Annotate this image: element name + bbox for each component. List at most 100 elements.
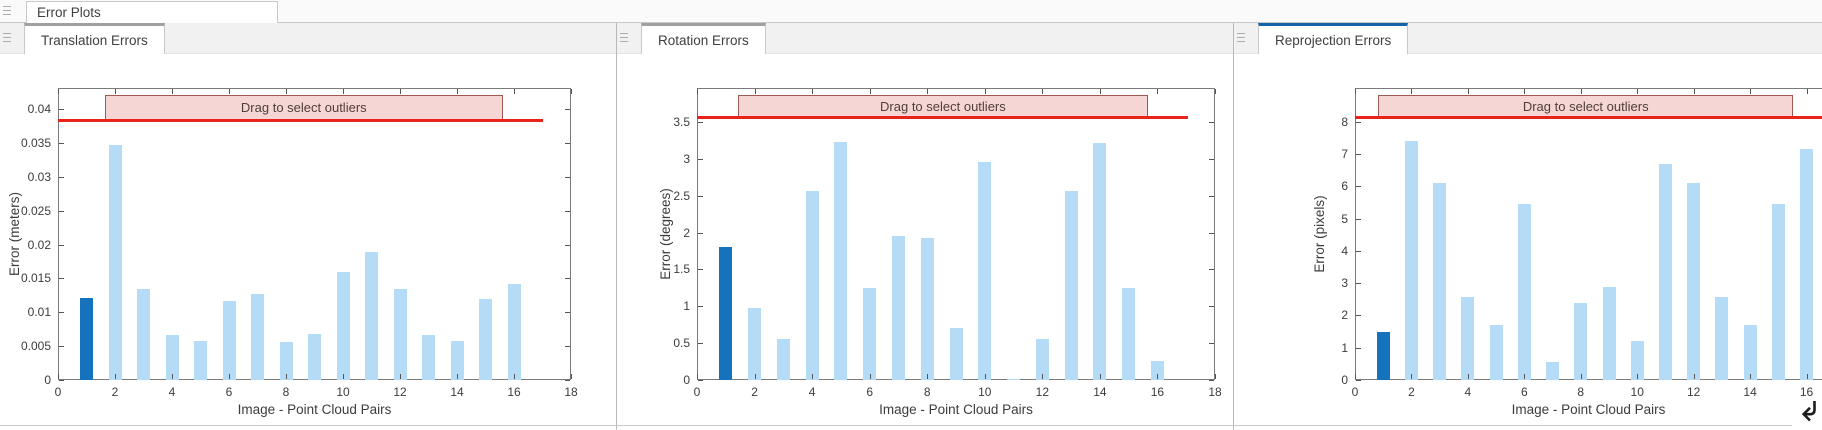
bar[interactable] [978,162,992,380]
x-tick-label: 6 [866,385,873,399]
x-tick-label: 4 [1464,385,1472,399]
tab-reprojection-errors[interactable]: Reprojection Errors [1258,23,1409,54]
bar[interactable] [1743,325,1757,380]
y-tick-label: 7 [1341,147,1348,162]
x-tick-label: 8 [923,385,931,399]
x-tick [1215,374,1216,379]
bar[interactable] [1122,287,1136,380]
tab-translation-errors[interactable]: Translation Errors [24,23,165,54]
bar[interactable] [108,144,122,380]
panel-divider[interactable] [1233,23,1234,430]
bar[interactable] [1064,191,1078,380]
y-tick [59,210,64,212]
bar[interactable] [748,307,762,380]
bar[interactable] [137,288,150,380]
x-tick [1042,89,1044,94]
x-tick [1355,89,1356,94]
bar[interactable] [1574,302,1588,380]
bar[interactable] [805,191,819,380]
y-tick [1209,269,1214,271]
y-tick [565,380,570,381]
bar[interactable] [450,340,464,380]
panel-grip-icon[interactable] [3,33,11,34]
bar[interactable] [949,328,963,380]
outlier-drag-banner[interactable]: Drag to select outliers [105,95,503,121]
y-tick [1356,218,1361,220]
bar[interactable] [251,293,264,380]
bar[interactable] [1630,341,1644,380]
bar[interactable] [1602,287,1616,380]
bar-selected[interactable] [1376,331,1390,380]
tab-error-plots[interactable]: Error Plots [26,1,278,23]
y-tick [698,232,703,234]
bar[interactable] [834,141,848,380]
outlier-drag-banner[interactable]: Drag to select outliers [1378,95,1794,118]
bar[interactable] [891,236,905,380]
bar[interactable] [479,299,492,380]
y-tick-label: 0.025 [20,203,51,218]
y-tick [1356,347,1361,349]
y-tick [1209,380,1214,381]
bar[interactable] [1093,142,1107,380]
bar[interactable] [1517,204,1531,380]
x-tick [115,374,116,379]
y-tick [1356,250,1361,252]
bar[interactable] [920,238,934,380]
bar[interactable] [165,334,179,380]
bar[interactable] [1546,362,1560,380]
x-tick [1750,374,1752,379]
bar-selected[interactable] [719,247,733,380]
bar[interactable] [1007,378,1021,380]
x-tick-label: 12 [393,385,407,399]
x-tick [1099,374,1101,379]
y-tick [59,346,64,348]
y-tick [59,312,64,314]
bar-selected[interactable] [80,298,93,380]
x-tick [1099,89,1101,94]
x-tick [1806,89,1808,94]
y-tick [698,121,703,123]
panel-grip-icon[interactable] [620,33,628,34]
panel-divider[interactable] [616,23,617,430]
bar[interactable] [1771,204,1785,380]
bar[interactable] [1658,163,1672,380]
bar[interactable] [365,251,378,380]
bar[interactable] [1715,296,1729,380]
bar[interactable] [1489,325,1503,380]
x-tick-label: 12 [1686,385,1701,399]
bar[interactable] [308,333,321,380]
bar[interactable] [222,301,236,380]
x-tick-label: 0 [693,385,701,399]
bar[interactable] [393,288,407,380]
x-tick-label: 2 [1408,385,1415,399]
y-tick-label: 2 [683,225,690,240]
x-tick [1637,89,1639,94]
y-tick-label: 0 [44,373,51,387]
bar[interactable] [776,338,790,380]
bar[interactable] [1800,148,1814,380]
bar[interactable] [279,342,293,380]
bar[interactable] [1461,296,1475,380]
bar[interactable] [1035,338,1049,380]
bar[interactable] [422,334,435,380]
outlier-threshold-line[interactable] [697,115,1188,119]
panel-grip-icon[interactable] [1237,33,1245,34]
bar[interactable] [863,287,877,380]
bar[interactable] [194,340,207,380]
outlier-drag-banner[interactable]: Drag to select outliers [737,95,1148,118]
bar[interactable] [336,271,350,380]
outlier-threshold-line[interactable] [58,118,543,122]
bar[interactable] [1150,360,1164,380]
y-tick [1356,154,1361,156]
bar[interactable] [507,284,521,380]
x-tick [58,374,59,379]
x-tick [400,374,401,379]
bar[interactable] [1687,183,1701,380]
dock-grip-icon[interactable] [3,6,11,7]
x-tick [812,374,814,379]
x-tick [927,374,929,379]
outlier-threshold-line[interactable] [1355,115,1822,119]
bar[interactable] [1433,183,1447,380]
tab-rotation-errors[interactable]: Rotation Errors [641,23,766,54]
bar[interactable] [1404,141,1418,380]
